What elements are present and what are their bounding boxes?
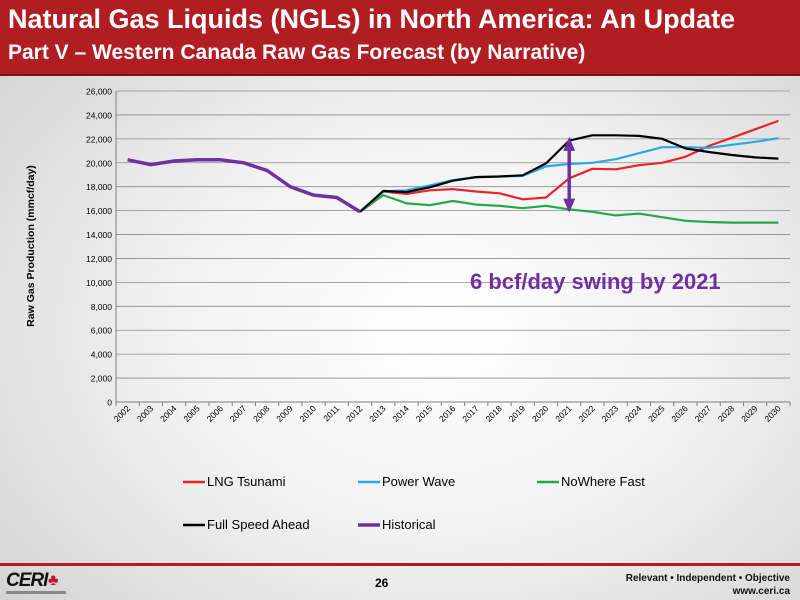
x-tick-label: 2025 [646, 403, 667, 424]
x-tick-label: 2029 [739, 403, 760, 424]
x-tick-label: 2028 [716, 403, 737, 424]
x-tick-label: 2008 [251, 403, 272, 424]
swing-arrow [563, 136, 576, 213]
y-tick-label: 8,000 [91, 302, 113, 312]
y-tick-label: 24,000 [86, 110, 112, 120]
website-url: www.ceri.ca [732, 586, 790, 597]
y-tick-label: 2,000 [91, 374, 113, 384]
legend-label: NoWhere Fast [561, 474, 645, 489]
page-title: Natural Gas Liquids (NGLs) in North Amer… [8, 4, 736, 34]
x-tick-label: 2013 [367, 403, 388, 424]
x-tick-label: 2020 [530, 403, 551, 424]
tagline: Relevant • Independent • Objective www.c… [626, 572, 790, 598]
x-tick-label: 2007 [228, 403, 249, 424]
x-tick-label: 2011 [321, 403, 341, 423]
legend-label: Full Speed Ahead [207, 517, 310, 532]
legend-label: LNG Tsunami [207, 474, 286, 489]
series-line-historical [127, 158, 361, 214]
page-number: 26 [375, 576, 389, 590]
legend-label: Historical [382, 517, 436, 532]
grid-lines [116, 90, 790, 379]
y-tick-label: 18,000 [86, 182, 112, 192]
chart-axes [115, 91, 791, 406]
y-tick-label: 20,000 [86, 158, 112, 168]
arrow-head-down [563, 198, 576, 213]
y-tick-label: 22,000 [86, 134, 112, 144]
x-tick-label: 2009 [274, 403, 295, 424]
y-tick-label: 26,000 [86, 87, 112, 97]
x-tick-label: 2006 [205, 403, 226, 424]
legend-label: Power Wave [382, 474, 455, 489]
swing-annotation: 6 bcf/day swing by 2021 [470, 269, 721, 294]
tagline-text: Relevant • Independent • Objective [625, 573, 790, 584]
arrow-head-up [563, 136, 576, 151]
y-tick-label: 10,000 [86, 278, 112, 288]
x-tick-label: 2003 [135, 403, 156, 424]
series-lines [127, 119, 779, 224]
x-tick-label: 2014 [390, 403, 411, 424]
title-banner: Natural Gas Liquids (NGLs) in North Amer… [0, 0, 800, 76]
x-tick-label: 2016 [437, 403, 458, 424]
page-subtitle: Part V – Western Canada Raw Gas Forecast… [8, 41, 586, 64]
y-tick-label: 14,000 [86, 230, 112, 240]
x-tick-label: 2024 [623, 403, 644, 424]
x-tick-label: 2021 [553, 403, 574, 424]
x-tick-label: 2018 [483, 403, 504, 424]
x-tick-label: 2022 [576, 403, 597, 424]
x-tick-label: 2005 [181, 403, 202, 424]
maple-leaf-icon: ♣ [48, 572, 59, 589]
y-tick-label: 4,000 [91, 350, 113, 360]
y-tick-label: 12,000 [86, 254, 112, 264]
x-tick-label: 2015 [414, 403, 435, 424]
y-tick-label: 0 [107, 398, 112, 408]
y-tick-labels: 0 2,000 4,000 6,000 8,000 10,000 12,000 14,000 1… [86, 87, 112, 408]
ceri-logo: CERI ♣ [6, 570, 66, 596]
x-tick-label: 2019 [507, 403, 528, 424]
x-tick-labels: 2002 2003 2004 2005 2006 2007 2008 2009 2010 2011… [112, 403, 783, 424]
x-tick-label: 2004 [158, 403, 179, 424]
x-tick-label: 2012 [344, 403, 365, 424]
logo-underline [6, 591, 66, 594]
x-tick-label: 2026 [669, 403, 690, 424]
x-tick-label: 2030 [762, 403, 783, 424]
x-tick-label: 2027 [693, 403, 714, 424]
x-tick-label: 2010 [298, 403, 319, 424]
footer-rule [0, 563, 800, 566]
logo-text: CERI [6, 570, 48, 591]
x-tick-label: 2023 [600, 403, 621, 424]
legend: LNG Tsunami Power Wave NoWhere Fast Full Sp… [183, 474, 645, 532]
y-axis-label: Raw Gas Production (mmcf/day) [25, 165, 37, 327]
x-tick-label: 2017 [460, 403, 481, 424]
x-tick-label: 2002 [112, 403, 133, 424]
raw-gas-forecast-chart: 0 2,000 4,000 6,000 8,000 10,000 12,000 14,000 1… [25, 87, 791, 532]
y-tick-label: 6,000 [91, 326, 113, 336]
y-tick-label: 16,000 [86, 206, 112, 216]
